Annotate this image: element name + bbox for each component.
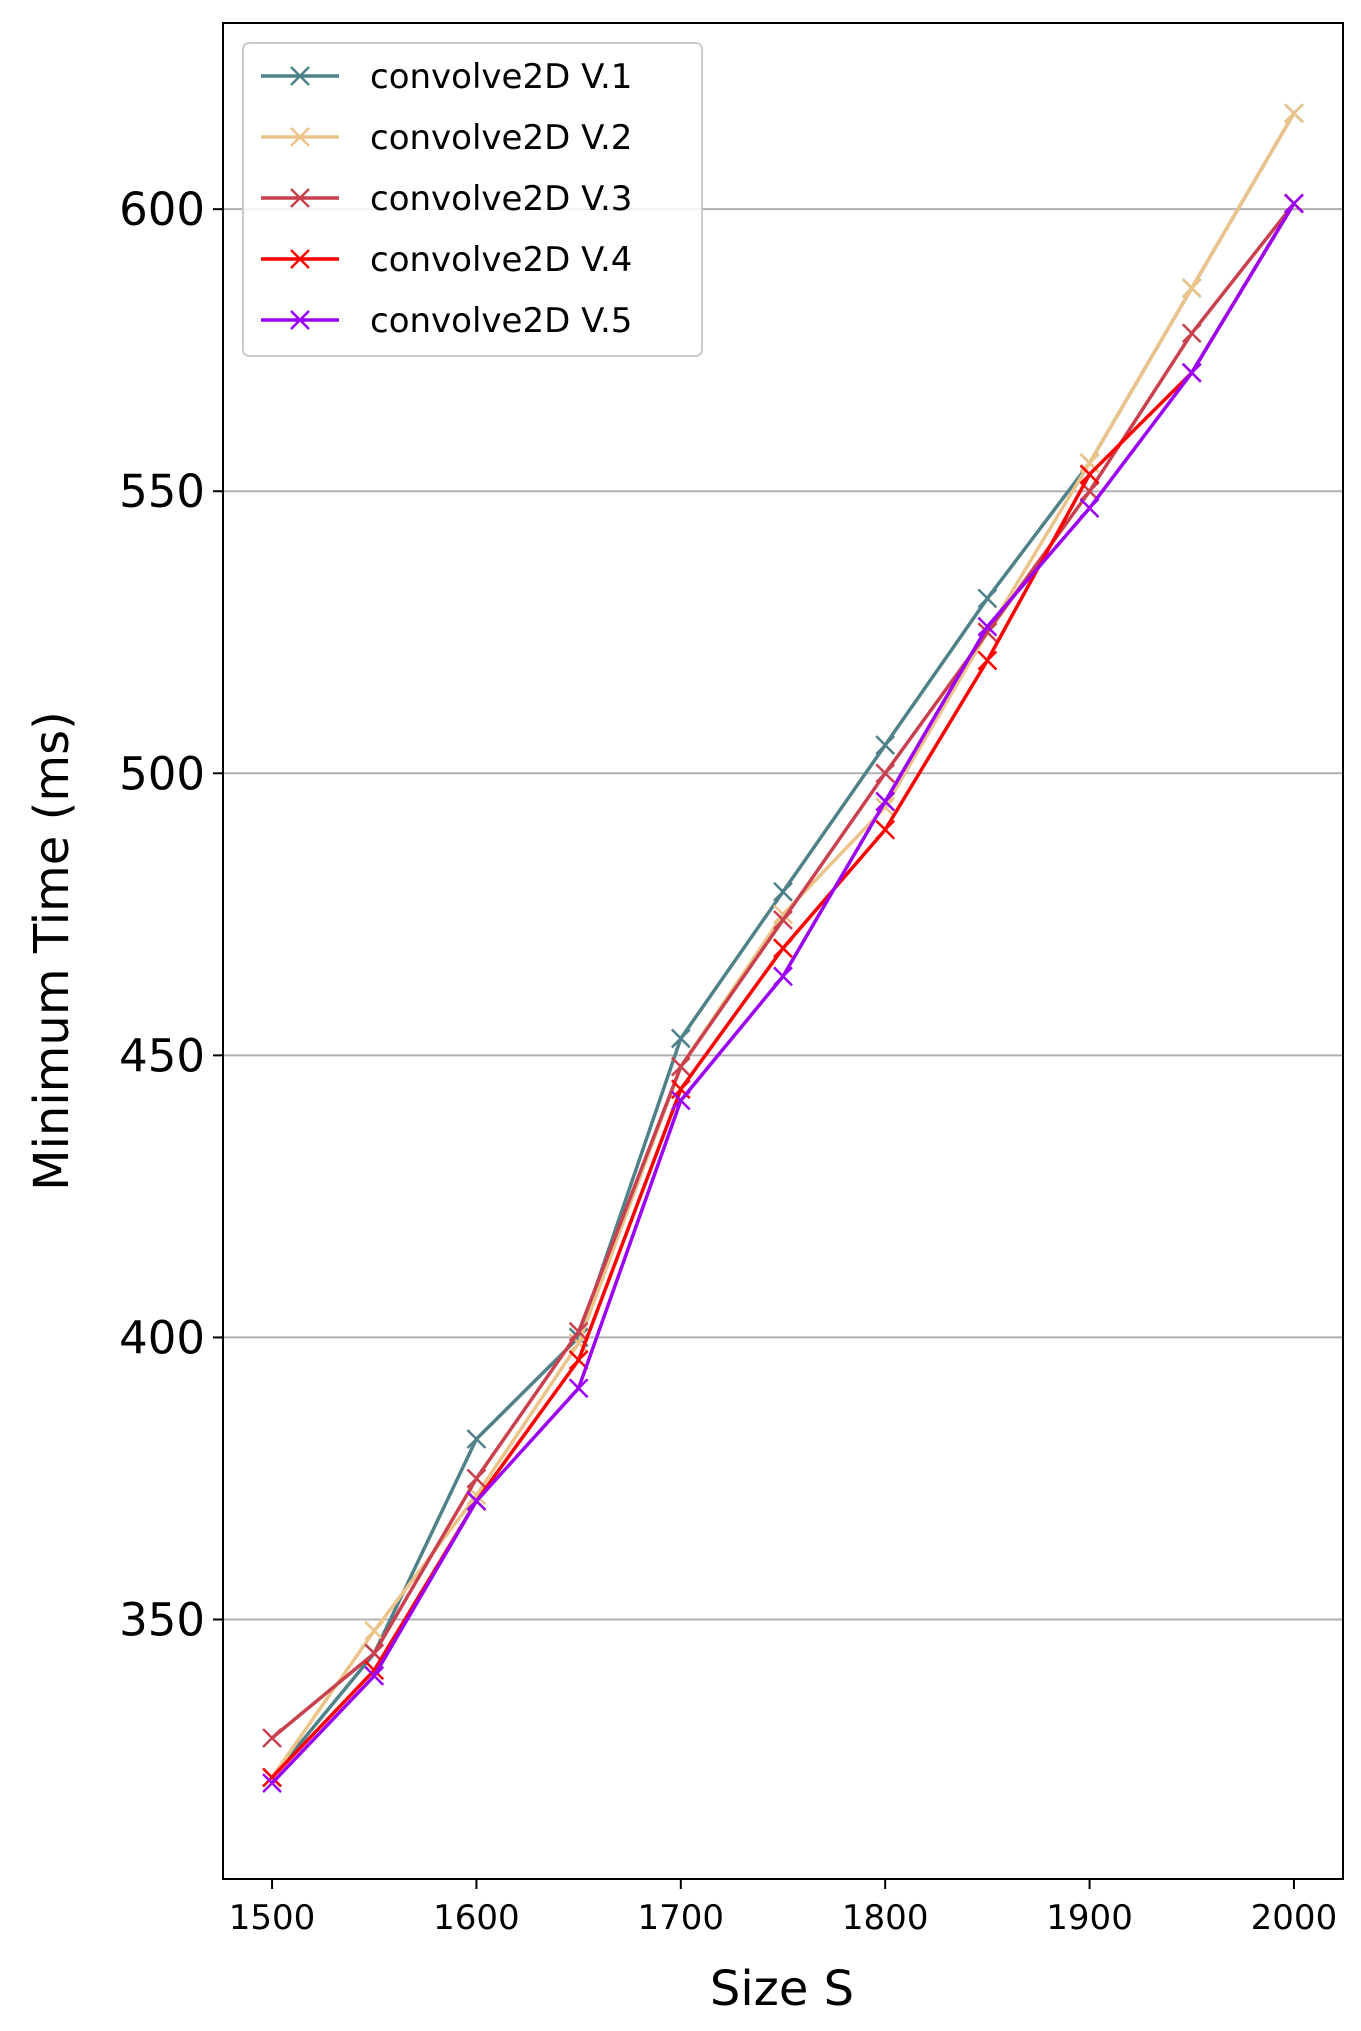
data-point — [1181, 362, 1202, 383]
legend-label: convolve2D V.5 — [370, 301, 632, 341]
data-point — [1181, 278, 1202, 299]
y-axis-label: Minimum Time (ms) — [24, 711, 80, 1191]
data-point — [670, 1028, 691, 1049]
legend-marker — [290, 127, 310, 147]
data-point — [466, 1468, 487, 1489]
data-point — [466, 1491, 487, 1511]
series-3 — [262, 193, 1304, 1748]
data-point — [977, 650, 998, 671]
legend-label: convolve2D V.3 — [370, 179, 632, 219]
data-point — [1284, 103, 1304, 124]
y-tick-label: 550 — [119, 465, 205, 518]
legend-item: convolve2D V.4 — [261, 240, 632, 280]
data-point — [875, 791, 896, 812]
y-tick-label: 500 — [119, 747, 205, 800]
data-point — [568, 1321, 589, 1342]
x-tick-label: 1500 — [229, 1898, 316, 1938]
x-axis-label: Size S — [710, 1961, 854, 2017]
data-point — [773, 938, 793, 959]
data-point — [568, 1350, 589, 1370]
data-point — [364, 1620, 385, 1641]
series-lines — [262, 103, 1304, 1793]
legend-marker — [290, 66, 310, 86]
data-point — [977, 588, 998, 609]
data-point — [1079, 464, 1100, 485]
legend-item: convolve2D V.3 — [261, 179, 632, 219]
data-point — [670, 1090, 691, 1111]
y-tick-label: 600 — [119, 183, 205, 236]
legend-label: convolve2D V.2 — [370, 118, 632, 158]
data-point — [262, 1767, 282, 1788]
x-tick-label: 1700 — [638, 1898, 725, 1938]
data-point — [773, 966, 793, 987]
data-point — [364, 1666, 385, 1686]
plot-frame — [222, 22, 1344, 1880]
data-point — [262, 1728, 282, 1748]
legend-item: convolve2D V.2 — [261, 118, 632, 158]
x-tick-label: 1900 — [1046, 1898, 1133, 1938]
legend-label: convolve2D V.4 — [370, 240, 632, 280]
data-point — [262, 1773, 282, 1793]
legend-label: convolve2D V.1 — [370, 57, 632, 97]
y-tick-label: 450 — [119, 1029, 205, 1082]
data-point — [670, 1056, 691, 1077]
legend-marker — [290, 249, 310, 269]
legend-marker — [290, 188, 310, 208]
y-tick-label: 350 — [119, 1593, 205, 1646]
series-line — [270, 202, 1296, 1740]
data-point — [1181, 323, 1202, 344]
y-axis-ticks: 350 400 450 500 550 600 — [119, 183, 223, 1646]
legend-item: convolve2D V.5 — [261, 301, 632, 341]
data-point — [773, 910, 793, 930]
legend: convolve2D V.1 convolve2D V.2 convolve2D V… — [242, 42, 703, 357]
data-point — [875, 763, 896, 784]
legend-item: convolve2D V.1 — [261, 57, 632, 97]
legend-marker — [290, 310, 310, 330]
x-tick-label: 1800 — [842, 1898, 929, 1938]
series-5 — [262, 193, 1304, 1793]
data-point — [977, 616, 998, 637]
x-tick-label: 1600 — [433, 1898, 520, 1938]
data-point — [773, 881, 793, 902]
data-point — [568, 1378, 589, 1399]
data-point — [875, 735, 896, 755]
x-tick-label: 2000 — [1251, 1898, 1338, 1938]
series-line — [270, 112, 1296, 1779]
series-line — [270, 112, 1296, 1779]
legend-box — [242, 42, 703, 357]
data-point — [466, 1429, 487, 1449]
data-point — [875, 819, 896, 840]
y-tick-label: 400 — [119, 1311, 205, 1364]
data-point — [1079, 498, 1100, 519]
x-axis-ticks: 1500 1600 1700 1800 1900 2000 — [229, 1879, 1337, 1938]
data-point — [1284, 193, 1304, 214]
